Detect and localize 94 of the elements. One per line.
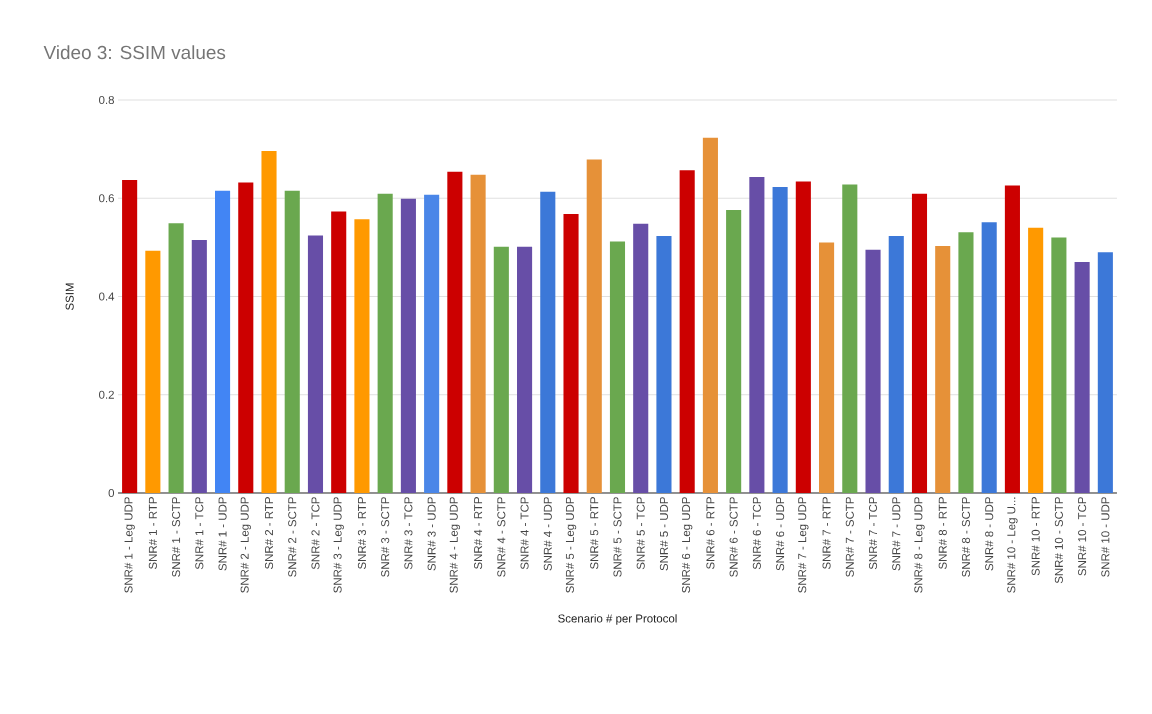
y-tick-label: 0.6 (99, 194, 114, 203)
bar (447, 171, 463, 493)
bar (284, 190, 300, 493)
bar (911, 193, 928, 493)
x-tick-label: SNR# 7 - UDP (892, 497, 901, 571)
x-tick-label: SNR# 8 - RTP (938, 497, 947, 569)
y-tick-label: 0.2 (99, 390, 114, 399)
bar (215, 190, 231, 493)
x-tick-label: SNR# 10 - RTP (1031, 497, 1040, 576)
bar (656, 236, 672, 493)
x-tick-label: SNR# 8 - SCTP (961, 497, 971, 577)
bar (238, 182, 254, 493)
x-tick-label: SNR# 7 - RTP (822, 497, 831, 569)
x-tick-label: SNR# 4 - RTP (474, 497, 483, 569)
bar (1004, 185, 1020, 493)
bar (261, 151, 277, 493)
x-tick-label: SNR# 6 - RTP (706, 497, 715, 569)
x-tick-label: SNR# 4 - TCP (520, 497, 529, 570)
y-axis-title: SSIM (65, 283, 74, 310)
bar (749, 177, 765, 493)
bar (865, 249, 881, 493)
bar (517, 246, 533, 493)
bar (470, 174, 486, 493)
bar (726, 210, 742, 493)
x-tick-label: SNR# 5 - UDP (659, 497, 668, 571)
bar (168, 223, 184, 493)
x-tick-label: SNR# 2 - SCTP (288, 497, 297, 577)
bar (331, 211, 347, 493)
bar (935, 245, 951, 493)
x-tick-label: SNR# 3 - Leg UDP (333, 497, 344, 593)
bar (424, 194, 440, 493)
bar (1074, 262, 1090, 493)
bar (819, 242, 835, 493)
bar (563, 213, 579, 493)
x-tick-label: SNR# 5 - TCP (636, 497, 645, 570)
x-tick-label: SNR# 3 - SCTP (381, 497, 390, 577)
x-tick-label: SNR# 1 - UDP (218, 497, 227, 571)
bar (400, 198, 416, 493)
bar (1051, 237, 1067, 493)
x-tick-label: SNR# 3 - TCP (404, 497, 413, 570)
x-tick-label: SNR# 6 - UDP (776, 497, 785, 571)
y-tick-label: 0.8 (99, 95, 114, 105)
bar (888, 236, 904, 493)
x-tick-label: SNR# 2 - TCP (311, 497, 320, 570)
bar (145, 250, 161, 493)
x-tick-label: SNR# 10 - Leg U... (1007, 497, 1018, 593)
x-tick-label: SNR# 1 - RTP (148, 497, 157, 569)
x-tick-label: SNR# 6 - TCP (752, 497, 761, 570)
bar (540, 191, 556, 493)
bar (958, 232, 974, 493)
bar (1028, 227, 1044, 493)
bar (493, 246, 509, 493)
bar (377, 193, 393, 493)
bar (307, 235, 324, 493)
x-tick-label: SNR# 6 - SCTP (729, 497, 738, 577)
bar (981, 222, 997, 493)
bar (679, 170, 695, 493)
x-tick-label: SNR# 10 - UDP (1101, 497, 1110, 577)
bar (772, 186, 788, 493)
x-tick-label: SNR# 8 - Leg UDP (914, 497, 925, 593)
x-tick-label: SNR# 4 - UDP (543, 497, 552, 571)
x-tick-label: SNR# 8 - UDP (985, 497, 994, 571)
bar (122, 180, 138, 493)
x-tick-label: SNR# 5 - RTP (590, 497, 599, 569)
chart-title: Video 3: SSIM values (43, 45, 226, 60)
bar (702, 137, 718, 493)
x-tick-label: SNR# 3 - UDP (427, 497, 436, 571)
x-tick-label: SNR# 2 - RTP (264, 497, 274, 569)
bar (586, 159, 602, 493)
bar (795, 181, 811, 493)
x-tick-label: SNR# 10 - TCP (1078, 497, 1087, 576)
bar (842, 184, 858, 493)
bar (191, 239, 207, 493)
y-tick-label: 0 (108, 488, 115, 498)
bar (354, 219, 370, 493)
x-tick-label: SNR# 1 - Leg UDP (124, 497, 135, 593)
x-tick-label: SNR# 5 - SCTP (613, 497, 622, 577)
x-axis-title: Scenario # per Protocol (558, 614, 677, 625)
x-tick-label: SNR# 5 - Leg UDP (565, 497, 577, 593)
x-tick-label: SNR# 10 - SCTP (1054, 497, 1063, 584)
x-tick-label: SNR# 1 - SCTP (172, 497, 181, 577)
y-tick-label: 0.4 (99, 292, 115, 301)
bar (1097, 252, 1113, 493)
bar (633, 223, 649, 493)
x-tick-label: SNR# 4 - SCTP (497, 497, 506, 577)
x-tick-label: SNR# 6 - Leg UDP (681, 497, 693, 593)
x-tick-label: SNR# 7 - TCP (868, 497, 878, 570)
x-tick-label: SNR# 7 - Leg UDP (798, 497, 809, 593)
x-tick-label: SNR# 4 - Leg UDP (449, 497, 461, 593)
x-tick-label: SNR# 7 - SCTP (845, 497, 854, 577)
x-tick-label: SNR# 1 - TCP (195, 497, 204, 570)
x-tick-label: SNR# 2 - Leg UDP (240, 497, 251, 593)
bar (609, 241, 626, 493)
x-tick-label: SNR# 3 - RTP (357, 497, 366, 569)
